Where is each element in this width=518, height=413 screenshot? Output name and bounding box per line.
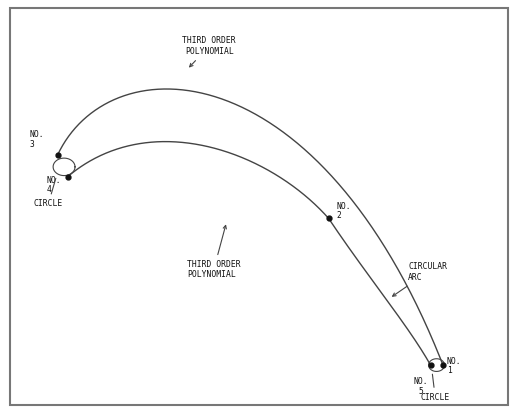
- Text: THIRD ORDER
POLYNOMIAL: THIRD ORDER POLYNOMIAL: [182, 36, 236, 67]
- Text: NO.
5: NO. 5: [414, 377, 428, 396]
- Text: NO.
1: NO. 1: [447, 356, 462, 375]
- Text: CIRCULAR
ARC: CIRCULAR ARC: [393, 262, 447, 296]
- Text: NO.
4: NO. 4: [46, 176, 61, 194]
- Text: CIRCLE: CIRCLE: [421, 374, 450, 402]
- Text: NO.
3: NO. 3: [29, 131, 44, 149]
- Text: THIRD ORDER
POLYNOMIAL: THIRD ORDER POLYNOMIAL: [187, 225, 240, 280]
- Text: NO.
2: NO. 2: [336, 202, 351, 221]
- Text: CIRCLE: CIRCLE: [34, 178, 63, 209]
